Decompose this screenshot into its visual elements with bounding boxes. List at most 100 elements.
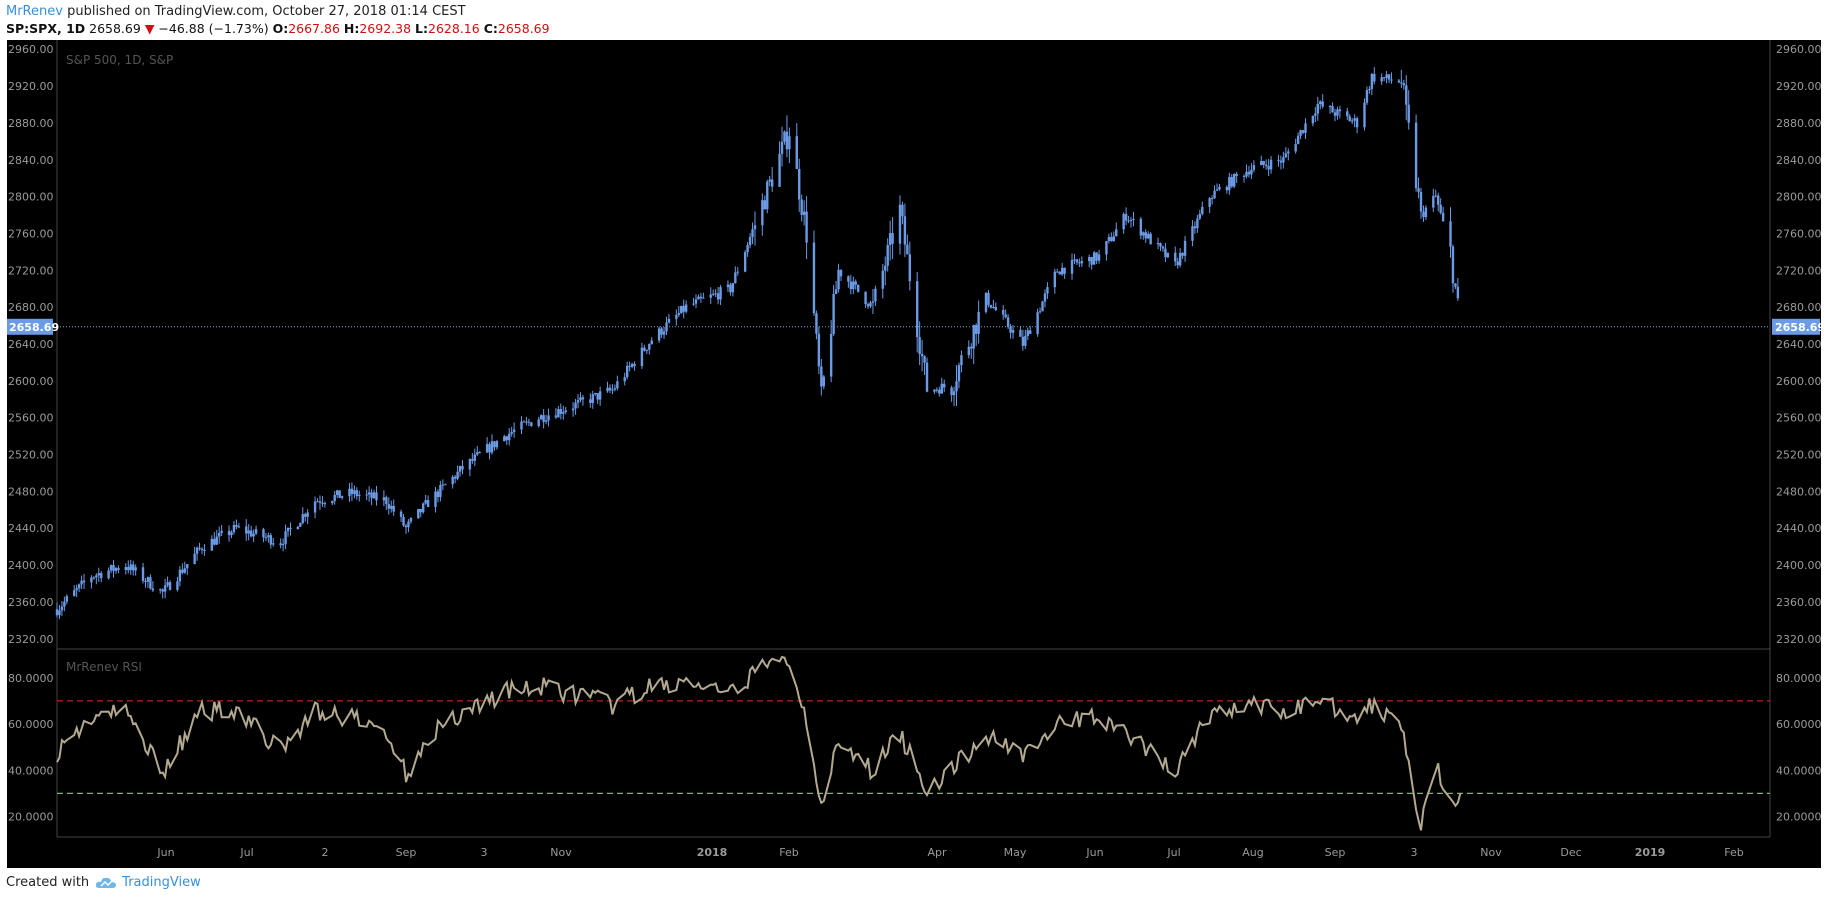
candle-body (444, 484, 447, 486)
candle-body (731, 283, 735, 293)
candle-body (1373, 73, 1376, 82)
price-tick-label: 2920.00 (1776, 80, 1822, 93)
last-price-label-right: 2658.69 (1775, 321, 1825, 334)
candle-body (421, 503, 425, 513)
candle-body (751, 229, 754, 238)
author-link[interactable]: MrRenev (6, 4, 63, 19)
candle-body (1365, 90, 1369, 103)
candle-body (1053, 271, 1057, 288)
candle-body (1247, 171, 1251, 175)
candle-body (353, 490, 356, 494)
candle-body (1287, 151, 1290, 154)
candle-body (785, 131, 789, 150)
time-tick-label: 2018 (697, 846, 728, 859)
price-tick-label: 2840.00 (8, 154, 54, 167)
candle-body (1390, 79, 1393, 81)
candle-body (960, 355, 963, 366)
candle-body (97, 573, 100, 576)
candle-body (1348, 116, 1351, 122)
created-with-text: Created with (6, 875, 90, 890)
candle-body (1191, 226, 1194, 241)
candle-body (1070, 259, 1074, 274)
candle-body (267, 535, 270, 538)
candle-body (451, 476, 454, 485)
candle-body (864, 291, 867, 305)
candle-body (399, 511, 403, 517)
candle-body (409, 518, 413, 522)
candle-body (623, 377, 626, 382)
candle-body (660, 328, 663, 335)
rsi-tick-label: 80.0000 (8, 672, 54, 685)
tradingview-link[interactable]: TradingView (122, 875, 201, 890)
candle-body (1380, 77, 1383, 82)
tradingview-brand[interactable]: TradingView (95, 875, 201, 890)
candle-body (1129, 219, 1133, 221)
candle-body (1316, 103, 1319, 114)
candle-body (1011, 330, 1015, 333)
candle-body (829, 333, 833, 377)
candle-body (938, 389, 941, 394)
candle-body (798, 168, 801, 200)
candle-body (955, 381, 958, 392)
candle-body (682, 305, 685, 312)
candle-body (181, 569, 184, 573)
rsi-tick-label: 40.0000 (1776, 764, 1822, 777)
candle-body (230, 532, 233, 536)
candle-body (768, 179, 771, 182)
candle-body (918, 337, 921, 355)
high-label: H: (343, 21, 360, 36)
candle-body (714, 293, 717, 295)
price-tick-label: 2760.00 (8, 227, 54, 240)
candle-body (313, 501, 317, 513)
price-tick-label: 2800.00 (8, 191, 54, 204)
open-label: O: (272, 21, 289, 36)
candle-body (1402, 83, 1406, 86)
candle-body (562, 412, 565, 414)
candle-body (972, 325, 975, 349)
candle-body (365, 494, 368, 496)
candle-body (1149, 233, 1152, 245)
candle-body (1304, 123, 1307, 133)
candle-body (107, 570, 110, 579)
price-tick-label: 2360.00 (1776, 596, 1822, 609)
candle-body (318, 501, 322, 503)
candle-body (129, 564, 132, 571)
close-value: 2658.69 (497, 21, 550, 36)
candle-body (574, 402, 577, 409)
footer: Created with TradingView (6, 875, 201, 890)
candle-body (1299, 130, 1302, 136)
candle-body (372, 492, 376, 499)
candle-body (404, 525, 408, 528)
candle-body (1422, 211, 1425, 218)
candle-body (564, 410, 567, 413)
tradingview-cloud-icon (95, 877, 117, 888)
candle-body (1127, 220, 1130, 222)
candle-body (579, 397, 582, 401)
candle-body (436, 491, 440, 498)
candle-body (65, 596, 69, 602)
candle-body (146, 577, 150, 582)
time-tick-label: 2019 (1635, 846, 1666, 859)
candle-body (247, 530, 250, 534)
candle-body (520, 421, 523, 430)
candle-body (131, 564, 135, 571)
candle-body (581, 397, 585, 400)
candle-body (218, 532, 221, 537)
candle-body (915, 281, 919, 338)
price-tick-label: 2840.00 (1776, 154, 1822, 167)
candle-body (281, 544, 285, 546)
candle-body (1439, 204, 1442, 213)
candle-body (591, 394, 594, 403)
high-value: 2692.38 (359, 21, 412, 36)
candle-body (805, 211, 808, 243)
price-tick-label: 2720.00 (8, 264, 54, 277)
candle-body (1363, 102, 1366, 128)
candle-body (286, 527, 290, 532)
chart-area[interactable]: 2320.00 2360.00 2400.00 2440.00 2480.00 2520.… (0, 40, 1828, 870)
candle-body (788, 136, 791, 150)
candle-body (1198, 213, 1202, 219)
rsi-tick-label: 60.0000 (8, 718, 54, 731)
close-label: C: (483, 21, 498, 36)
candle-body (490, 441, 494, 453)
candle-body (166, 582, 169, 586)
